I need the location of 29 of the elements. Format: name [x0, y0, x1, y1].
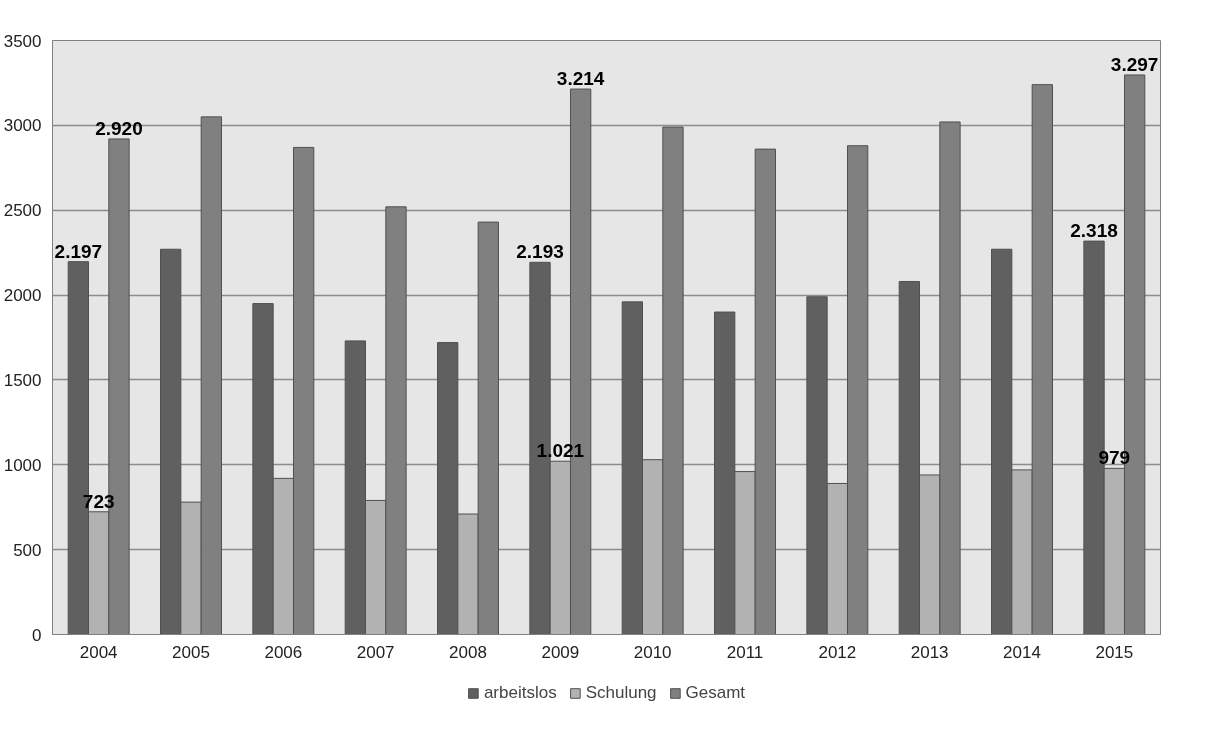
x-tick-label: 2008	[449, 642, 487, 662]
data-label: 3.214	[556, 68, 605, 90]
x-tick-label: 2015	[1095, 642, 1134, 662]
x-tick-label: 2011	[726, 642, 764, 662]
x-tick-label: 2006	[264, 642, 303, 662]
y-tick-label: 1000	[3, 455, 42, 475]
x-tick-label: 2009	[541, 642, 580, 662]
x-tick-label: 2014	[1003, 642, 1041, 662]
x-tick-label: 2013	[910, 642, 949, 662]
x-tick-label: 2004	[79, 642, 118, 662]
y-tick-label: 3000	[3, 116, 42, 136]
legend-label: Schulung	[585, 682, 657, 703]
y-tick-label: 0	[32, 625, 42, 645]
data-label: 2.197	[54, 240, 103, 262]
x-tick-label: 2010	[633, 642, 672, 662]
y-tick-label: 1500	[3, 370, 42, 390]
data-label: 3.297	[1110, 53, 1159, 75]
y-tick-label: 2000	[3, 286, 42, 306]
x-tick-label: 2005	[172, 642, 210, 662]
y-tick-label: 2500	[3, 201, 42, 221]
y-tick-label: 3500	[3, 31, 42, 51]
data-label: 2.318	[1070, 220, 1118, 242]
data-label: 2.193	[516, 241, 564, 263]
x-tick-label: 2012	[818, 642, 857, 662]
x-tick-label: 2007	[356, 642, 395, 662]
legend-label: arbeitslos	[483, 682, 557, 703]
y-tick-label: 500	[13, 540, 42, 560]
legend-label: Gesamt	[685, 682, 746, 703]
data-label: 2.920	[95, 117, 143, 139]
